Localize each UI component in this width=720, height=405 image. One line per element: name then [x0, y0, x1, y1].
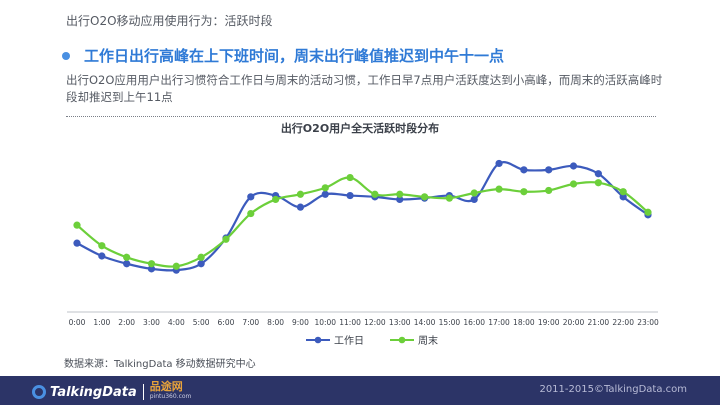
partner-logo-url: pintu360.com [149, 393, 192, 400]
data-point-weekend [123, 253, 131, 261]
activity-line-chart: 出行O2O用户全天活跃时段分布 0:00 1:00 2:00 3:00 4:00 5:00 6… [67, 121, 659, 347]
x-tick-label: 6:00 [218, 318, 235, 327]
data-point-weekend [346, 173, 354, 182]
x-tick-label: 0:00 [69, 318, 86, 327]
data-point-weekend [495, 185, 503, 193]
x-tick-label: 7:00 [242, 318, 259, 327]
data-point-weekday [520, 166, 528, 174]
data-point-weekend [73, 221, 81, 229]
data-point-weekend [272, 195, 280, 204]
data-point-weekday [396, 195, 404, 204]
x-tick-label: 11:00 [339, 318, 361, 327]
logo-text: TalkingData [50, 384, 137, 400]
data-point-weekday [197, 260, 205, 268]
legend-swatch-marker [314, 336, 322, 344]
data-point-weekday [98, 252, 106, 260]
headline-row: 工作日出行高峰在上下班时间，周末出行峰值推迟到中午十一点 [62, 45, 504, 66]
data-point-weekday [346, 191, 354, 200]
data-point-weekend [445, 194, 453, 202]
x-tick-label: 16:00 [463, 318, 485, 327]
data-point-weekday [470, 195, 478, 204]
data-point-weekend [470, 189, 478, 197]
data-point-weekend [594, 179, 602, 187]
data-point-weekend [172, 262, 180, 270]
x-tick-label: 20:00 [563, 318, 585, 327]
x-tick-label: 9:00 [292, 318, 309, 327]
data-point-weekday [123, 260, 131, 268]
x-tick-label: 5:00 [193, 318, 210, 327]
legend-label: 周末 [418, 334, 438, 347]
x-tick-label: 13:00 [389, 318, 411, 327]
partner-logo: 品途网 pintu360.com [149, 380, 192, 402]
data-point-weekend [619, 188, 627, 196]
x-tick-label: 21:00 [588, 318, 610, 327]
x-tick-label: 14:00 [414, 318, 436, 327]
x-tick-label: 18:00 [513, 318, 535, 327]
data-point-weekend [545, 186, 553, 195]
talkingdata-logo-icon [32, 385, 46, 399]
data-point-weekend [147, 260, 156, 268]
x-tick-label: 12:00 [364, 318, 386, 327]
data-point-weekday [569, 162, 578, 170]
data-point-weekend [197, 253, 205, 261]
data-point-weekday [73, 239, 81, 247]
data-point-weekday [296, 203, 305, 211]
bullet-icon [62, 51, 70, 60]
x-tick-label: 23:00 [637, 318, 659, 327]
headline: 工作日出行高峰在上下班时间，周末出行峰值推迟到中午十一点 [84, 47, 505, 65]
x-tick-label: 17:00 [488, 318, 510, 327]
series-line-weekend [76, 176, 649, 268]
data-source: 数据来源：TalkingData 移动数据研究中心 [64, 359, 256, 370]
divider [66, 116, 656, 117]
data-point-weekend [569, 180, 578, 188]
data-point-weekend [321, 184, 329, 192]
x-tick-label: 4:00 [168, 318, 185, 327]
logo-separator [142, 384, 144, 400]
data-point-weekday [619, 193, 627, 201]
data-point-weekday [247, 193, 255, 201]
data-point-weekend [520, 188, 528, 196]
data-point-weekend [371, 190, 379, 198]
x-tick-label: 19:00 [538, 318, 560, 327]
partner-logo-name: 品途网 [149, 380, 183, 393]
x-tick-label: 1:00 [93, 318, 110, 327]
data-point-weekend [98, 242, 106, 250]
chart-title: 出行O2O用户全天活跃时段分布 [281, 121, 439, 135]
data-point-weekday [495, 159, 503, 168]
data-point-weekend [396, 190, 404, 198]
series-line-weekday [76, 161, 649, 272]
data-point-weekday [594, 170, 602, 178]
copyright: 2011-2015©TalkingData.com [539, 384, 687, 395]
data-point-weekday [321, 190, 329, 198]
data-point-weekend [222, 235, 230, 243]
x-tick-label: 8:00 [267, 318, 284, 327]
data-point-weekend [296, 190, 305, 198]
data-point-weekend [644, 208, 652, 216]
legend-label: 工作日 [334, 335, 364, 347]
x-tick-label: 15:00 [439, 318, 461, 327]
description: 出行O2O应用用户出行习惯符合工作日与周末的活动习惯，工作日早7点用户活跃度达到… [66, 73, 663, 104]
data-point-weekend [247, 209, 255, 218]
legend-swatch-marker [398, 336, 406, 344]
footer: TalkingData 品途网 pintu360.com 2011-2015©T… [0, 376, 720, 405]
data-point-weekend [420, 193, 429, 201]
data-point-weekday [147, 265, 156, 273]
x-tick-label: 10:00 [314, 318, 336, 327]
data-point-weekday [545, 166, 553, 174]
talkingdata-logo: TalkingData 品途网 pintu360.com [32, 380, 192, 402]
section-title: 出行O2O移动应用使用行为：活跃时段 [66, 14, 273, 28]
x-tick-label: 22:00 [612, 318, 634, 327]
x-tick-label: 2:00 [118, 318, 135, 327]
x-tick-label: 3:00 [143, 318, 160, 327]
